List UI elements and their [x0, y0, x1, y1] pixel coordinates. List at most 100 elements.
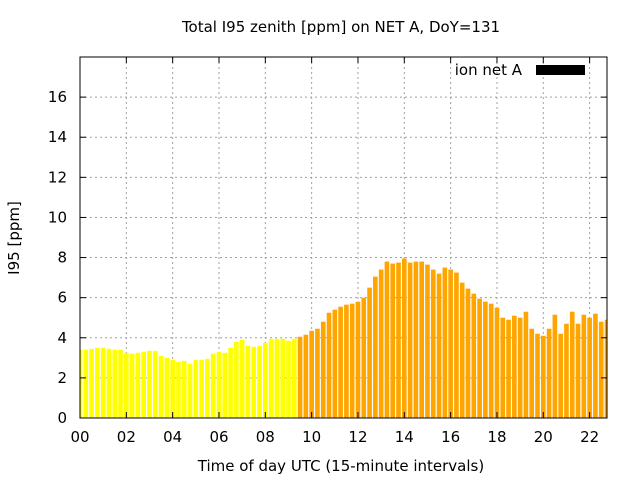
plot-border — [79, 56, 608, 419]
legend-label: ion net A — [455, 61, 523, 79]
bar — [228, 347, 233, 418]
bar — [89, 348, 94, 418]
bar — [268, 338, 274, 418]
bar — [575, 323, 581, 418]
y-tick-label: 4 — [57, 329, 67, 347]
bar — [239, 339, 245, 418]
legend: ion net A — [455, 61, 585, 79]
bar — [535, 333, 540, 418]
bar — [459, 282, 465, 418]
bar — [315, 328, 320, 418]
bar — [205, 358, 210, 418]
bar — [129, 353, 135, 418]
x-tick-label: 08 — [256, 428, 275, 446]
bar — [361, 297, 367, 418]
bar — [280, 338, 286, 418]
bar — [80, 349, 83, 418]
bar — [552, 314, 558, 418]
bar — [598, 321, 604, 418]
bar — [430, 269, 436, 418]
x-tick-label: 02 — [117, 428, 136, 446]
bar — [471, 293, 477, 418]
y-tick-label: 2 — [57, 369, 67, 387]
bar — [564, 323, 569, 418]
bar — [465, 288, 471, 418]
bar — [494, 307, 500, 418]
y-tick-label: 10 — [48, 208, 67, 226]
bar — [187, 363, 193, 418]
bar — [199, 359, 204, 418]
y-tick-label: 8 — [57, 249, 67, 267]
bar — [326, 312, 332, 418]
bar — [297, 336, 303, 418]
bar — [181, 360, 187, 418]
bar — [344, 304, 349, 418]
bar — [436, 273, 442, 418]
x-tick-label: 16 — [441, 428, 460, 446]
x-tick-label: 06 — [209, 428, 228, 446]
bar — [274, 338, 280, 418]
bar — [349, 303, 355, 418]
bar — [384, 261, 390, 418]
y-tick-label: 16 — [48, 88, 67, 106]
y-tick-label: 14 — [48, 128, 67, 146]
bar — [251, 346, 257, 418]
bar — [141, 351, 147, 418]
x-tick-label: 12 — [348, 428, 367, 446]
bar — [147, 350, 152, 418]
bar — [419, 261, 424, 418]
bar — [222, 352, 228, 418]
bar — [401, 258, 407, 418]
x-tick-label: 10 — [302, 428, 321, 446]
legend-swatch — [536, 65, 585, 75]
bar — [488, 303, 494, 418]
y-tick-label: 6 — [57, 289, 67, 307]
bar — [390, 263, 396, 418]
bar — [355, 301, 361, 418]
bar — [112, 349, 118, 418]
bar — [286, 340, 291, 418]
x-tick-label: 14 — [395, 428, 414, 446]
bar — [338, 306, 343, 418]
bar — [263, 342, 268, 418]
bar — [477, 298, 482, 418]
bar — [164, 357, 170, 418]
bar — [170, 359, 175, 418]
bar — [558, 333, 563, 418]
bar — [193, 359, 199, 418]
bar — [581, 314, 587, 418]
bar — [332, 309, 338, 418]
bar — [106, 348, 112, 418]
bar — [506, 319, 511, 418]
bar — [158, 355, 164, 418]
bar — [210, 353, 216, 418]
x-tick-label: 00 — [70, 428, 89, 446]
bar — [540, 335, 546, 418]
chart-title: Total I95 zenith [ppm] on NET A, DoY=131 — [181, 18, 500, 36]
bar — [407, 262, 413, 418]
bar — [118, 349, 123, 418]
bar — [124, 352, 129, 418]
y-tick-label: 12 — [48, 168, 67, 186]
bar — [367, 287, 372, 418]
x-axis-label: Time of day UTC (15-minute intervals) — [197, 457, 484, 475]
bar — [523, 311, 529, 418]
x-tick-label: 18 — [487, 428, 506, 446]
bar — [569, 311, 575, 418]
bar — [396, 262, 401, 418]
bar — [604, 319, 607, 418]
bar — [309, 330, 314, 418]
bar — [448, 269, 453, 418]
bar — [587, 317, 592, 418]
y-tick-label: 0 — [57, 409, 67, 427]
bar — [152, 350, 158, 418]
bar — [83, 349, 89, 418]
bar — [454, 272, 459, 418]
bar — [483, 301, 488, 418]
y-axis-label: I95 [ppm] — [5, 201, 23, 275]
bar — [546, 328, 552, 418]
bar — [291, 338, 297, 418]
bar — [512, 315, 517, 418]
